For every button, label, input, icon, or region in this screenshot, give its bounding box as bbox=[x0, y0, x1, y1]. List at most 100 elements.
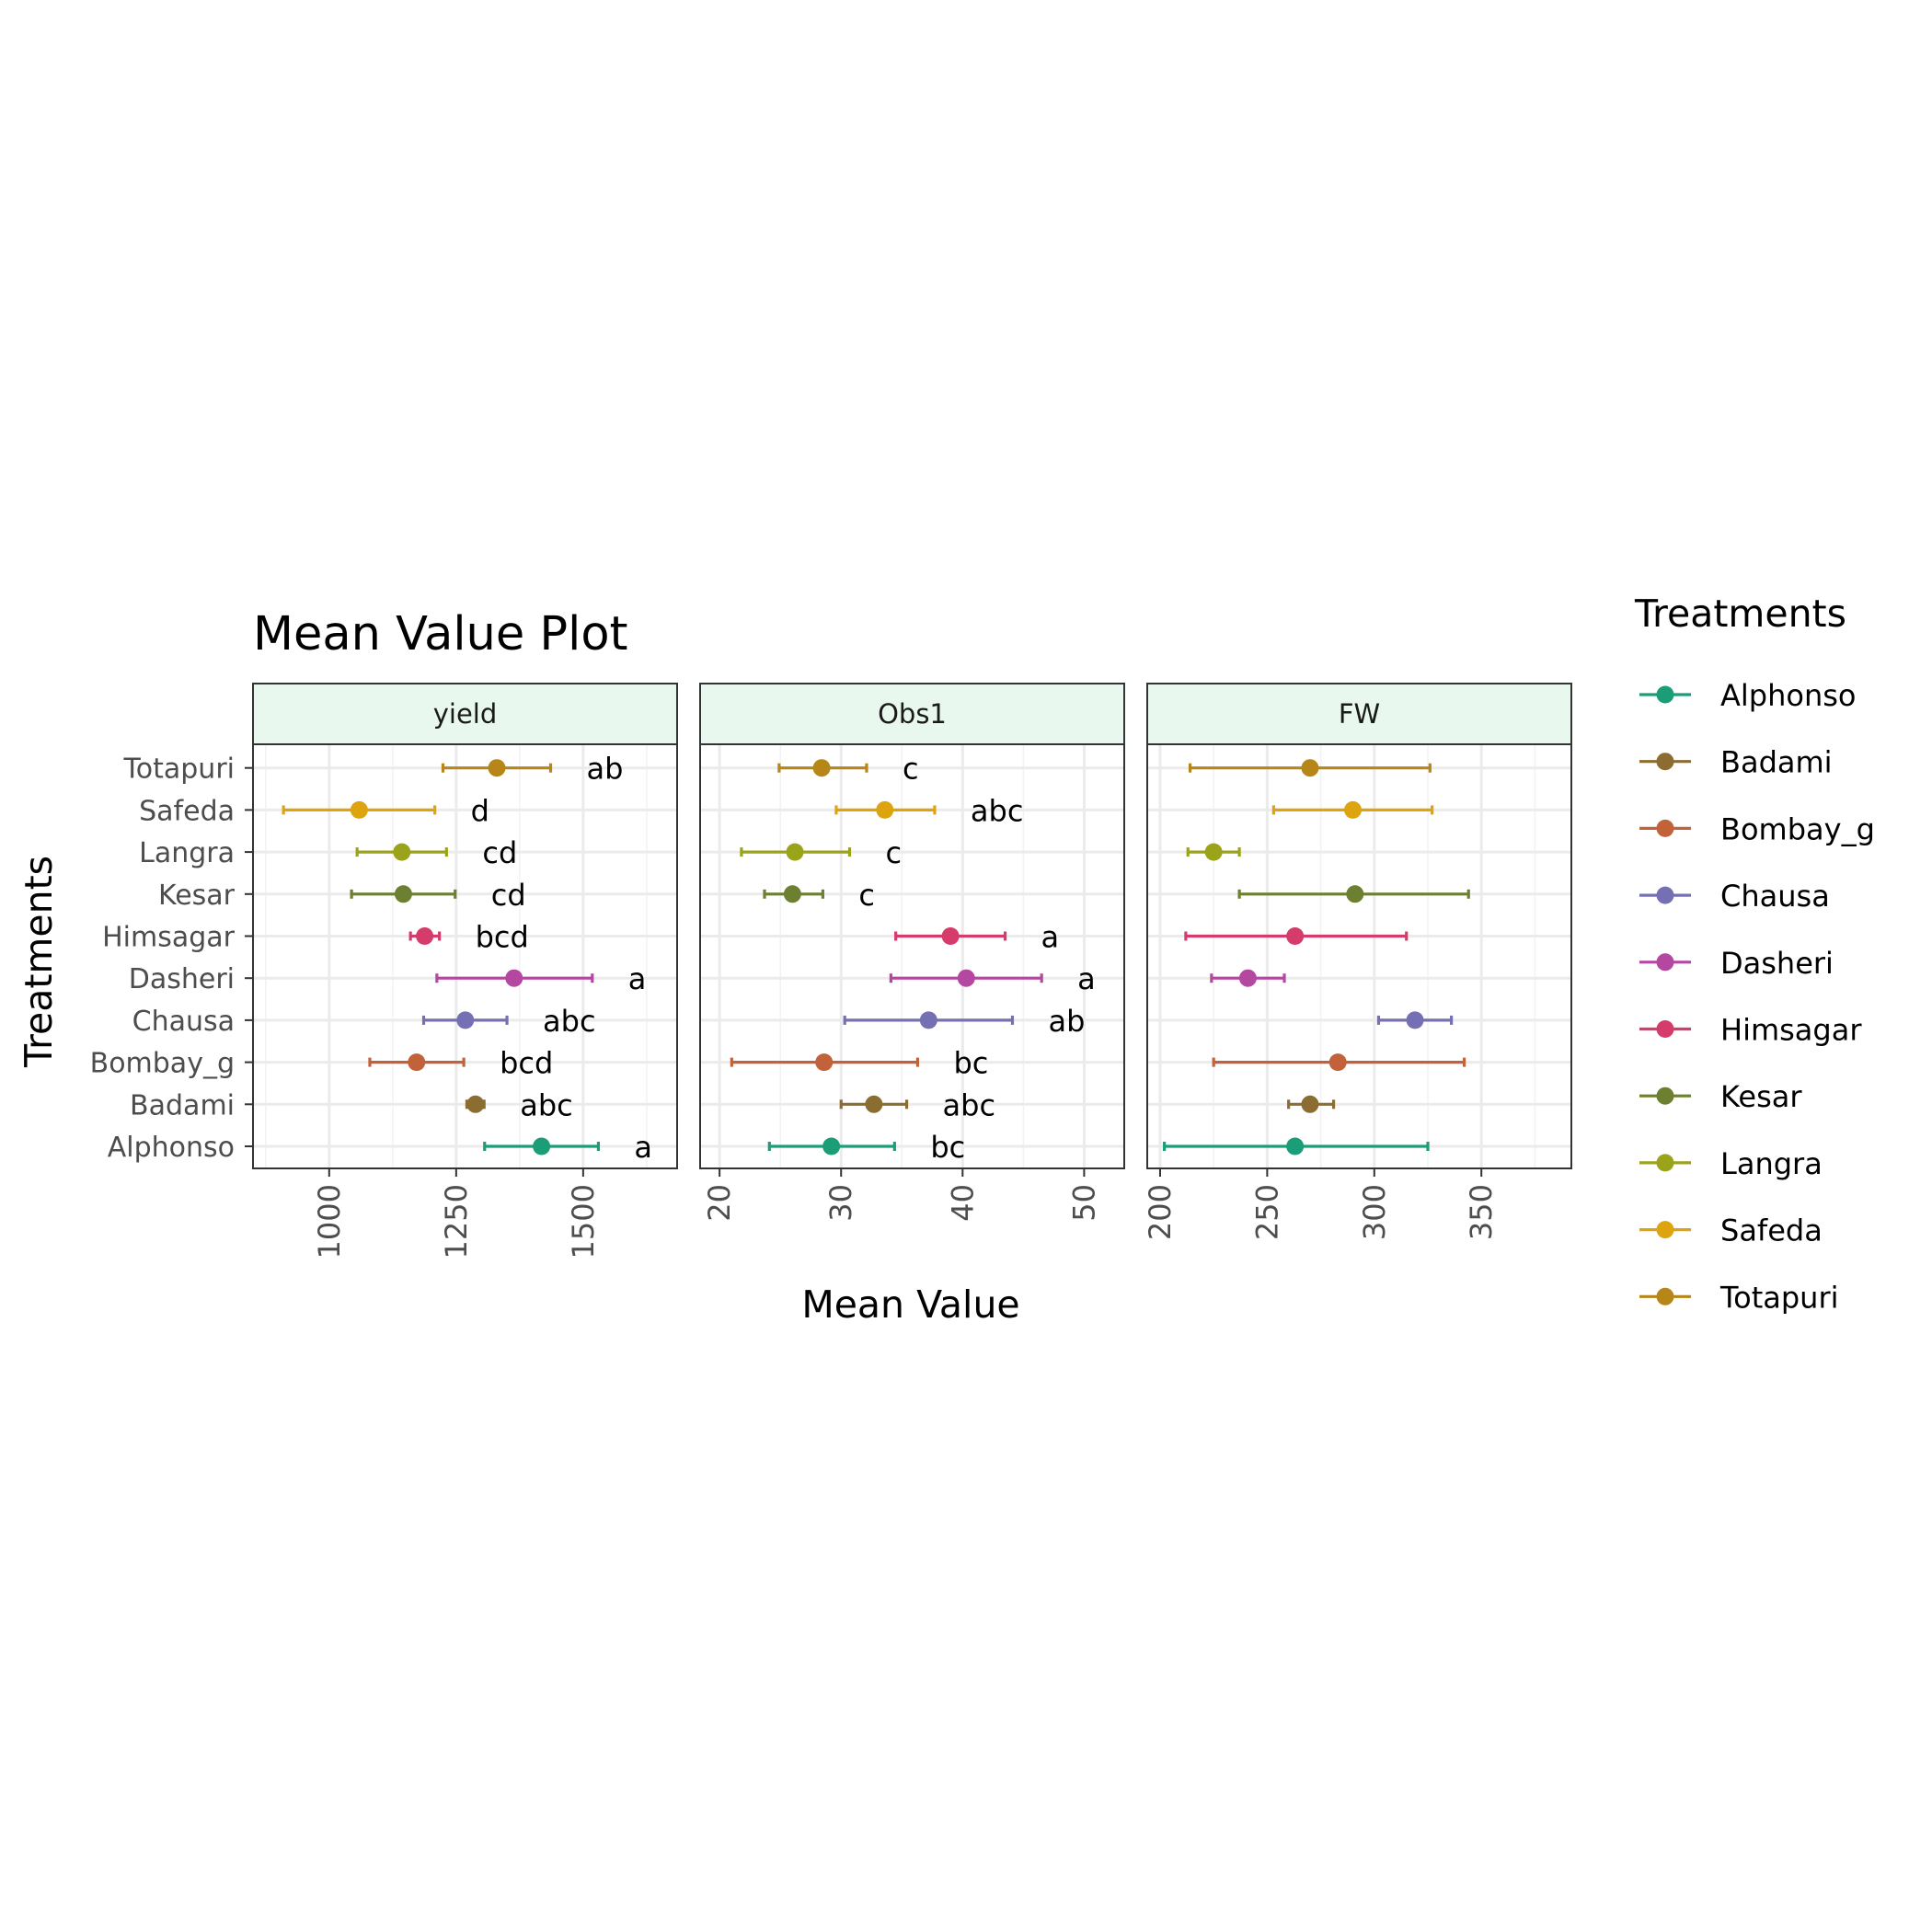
group-letter-alphonso: bc bbox=[930, 1130, 965, 1165]
legend-title: Treatments bbox=[1634, 592, 1846, 636]
panel-background bbox=[253, 744, 677, 1168]
x-axis-title: Mean Value bbox=[801, 1282, 1019, 1327]
group-letter-langra: cd bbox=[482, 835, 517, 870]
y-tick-label-dasheri: Dasheri bbox=[129, 963, 235, 995]
strip-label-yield: yield bbox=[433, 698, 498, 730]
group-letter-dasheri: a bbox=[1077, 961, 1096, 996]
mean-point-langra bbox=[393, 843, 411, 861]
group-letter-safeda: d bbox=[471, 793, 489, 828]
strip-label-fw: FW bbox=[1339, 698, 1380, 730]
y-tick-label-badami: Badami bbox=[130, 1089, 235, 1121]
group-letter-kesar: cd bbox=[491, 878, 526, 913]
mean-point-totapuri bbox=[1301, 759, 1319, 777]
mean-point-himsagar bbox=[1286, 927, 1305, 945]
legend-item-kesar: Kesar bbox=[1639, 1079, 1802, 1114]
legend-item-chausa: Chausa bbox=[1639, 879, 1830, 914]
group-letter-kesar: c bbox=[858, 878, 875, 913]
x-tick-label: 20 bbox=[702, 1184, 737, 1222]
legend-item-himsagar: Himsagar bbox=[1639, 1013, 1862, 1048]
y-tick-label-alphonso: Alphonso bbox=[108, 1132, 235, 1164]
legend-item-safeda: Safeda bbox=[1639, 1213, 1823, 1248]
legend-label: Badami bbox=[1720, 745, 1833, 780]
x-tick-label: 40 bbox=[945, 1184, 980, 1222]
x-tick-label: 1250 bbox=[439, 1184, 474, 1259]
mean-point-totapuri bbox=[812, 759, 831, 777]
x-tick-label: 30 bbox=[823, 1184, 858, 1222]
x-tick-label: 300 bbox=[1357, 1184, 1392, 1240]
legend-label: Safeda bbox=[1720, 1213, 1823, 1248]
mean-point-bombay-g bbox=[1328, 1053, 1347, 1072]
legend-item-bombay-g: Bombay_g bbox=[1639, 811, 1875, 846]
mean-point-safeda bbox=[350, 800, 368, 819]
y-tick-label-safeda: Safeda bbox=[139, 795, 235, 827]
group-letter-alphonso: a bbox=[634, 1130, 652, 1165]
legend-label: Chausa bbox=[1720, 879, 1830, 914]
mean-point-safeda bbox=[876, 800, 894, 819]
legend-key-point bbox=[1656, 819, 1674, 837]
group-letter-badami: abc bbox=[520, 1087, 573, 1122]
legend-key-point bbox=[1656, 886, 1674, 904]
group-letter-badami: abc bbox=[943, 1087, 996, 1122]
legend-label: Dasheri bbox=[1720, 946, 1834, 981]
mean-point-dasheri bbox=[505, 969, 523, 987]
mean-point-dasheri bbox=[957, 969, 975, 987]
y-axis-title: Treatments bbox=[17, 856, 61, 1068]
legend-item-totapuri: Totapuri bbox=[1639, 1280, 1838, 1315]
x-tick-label: 1000 bbox=[312, 1184, 347, 1259]
group-letter-safeda: abc bbox=[971, 793, 1024, 828]
strip-background bbox=[252, 683, 678, 745]
mean-point-alphonso bbox=[822, 1137, 841, 1156]
x-tick-label: 200 bbox=[1143, 1184, 1178, 1240]
mean-point-safeda bbox=[1344, 800, 1363, 819]
x-tick-label: 1500 bbox=[566, 1184, 601, 1259]
mean-point-langra bbox=[1204, 843, 1223, 861]
legend-label: Kesar bbox=[1720, 1079, 1802, 1114]
mean-point-chausa bbox=[456, 1011, 475, 1029]
group-letter-chausa: ab bbox=[1048, 1004, 1085, 1039]
mean-point-kesar bbox=[1346, 885, 1364, 903]
group-letter-himsagar: a bbox=[1041, 920, 1060, 955]
y-tick-label-kesar: Kesar bbox=[158, 880, 236, 912]
x-tick-label: 250 bbox=[1249, 1184, 1284, 1240]
mean-point-badami bbox=[1301, 1095, 1319, 1113]
legend-label: Totapuri bbox=[1719, 1280, 1838, 1315]
legend-label: Himsagar bbox=[1720, 1013, 1862, 1048]
legend-key-point bbox=[1656, 1221, 1674, 1239]
legend-item-dasheri: Dasheri bbox=[1639, 946, 1834, 981]
strip-background bbox=[699, 683, 1125, 745]
mean-point-kesar bbox=[394, 885, 412, 903]
group-letter-langra: c bbox=[885, 835, 902, 870]
group-letter-totapuri: ab bbox=[587, 752, 624, 787]
strip-background bbox=[1146, 683, 1572, 745]
group-letter-chausa: abc bbox=[543, 1004, 596, 1039]
y-tick-label-himsagar: Himsagar bbox=[102, 922, 236, 954]
y-tick-label-langra: Langra bbox=[139, 837, 235, 869]
legend-item-langra: Langra bbox=[1639, 1146, 1823, 1181]
mean-point-langra bbox=[786, 843, 804, 861]
mean-point-badami bbox=[865, 1095, 883, 1113]
legend-key-point bbox=[1656, 1154, 1674, 1172]
y-tick-label-chausa: Chausa bbox=[132, 1006, 235, 1038]
group-letter-himsagar: bcd bbox=[476, 920, 529, 955]
y-tick-label-bombay-g: Bombay_g bbox=[90, 1048, 235, 1080]
mean-point-himsagar bbox=[941, 927, 960, 945]
group-letter-totapuri: c bbox=[903, 752, 919, 787]
x-tick-label: 350 bbox=[1464, 1184, 1499, 1240]
legend-label: Langra bbox=[1720, 1146, 1823, 1181]
group-letter-bombay-g: bcd bbox=[500, 1046, 553, 1081]
mean-point-badami bbox=[466, 1095, 485, 1113]
chart-title: Mean Value Plot bbox=[253, 607, 628, 661]
legend-key-point bbox=[1656, 753, 1674, 771]
legend-key-point bbox=[1656, 953, 1674, 972]
y-tick-label-totapuri: Totapuri bbox=[123, 753, 235, 786]
legend-key-point bbox=[1656, 1020, 1674, 1038]
strip-label-obs1: Obs1 bbox=[878, 698, 947, 730]
legend-key-point bbox=[1656, 685, 1674, 704]
panel-fw: FW 200 250 300 350 bbox=[1143, 683, 1572, 1240]
legend-label: Alphonso bbox=[1720, 678, 1856, 713]
mean-point-dasheri bbox=[1238, 969, 1257, 987]
mean-point-chausa bbox=[919, 1011, 937, 1029]
